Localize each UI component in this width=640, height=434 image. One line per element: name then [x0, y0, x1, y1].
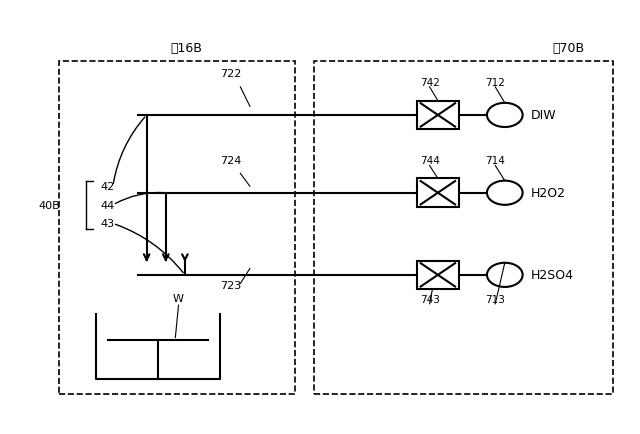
Text: 43: 43 — [100, 219, 115, 229]
Text: H2O2: H2O2 — [531, 187, 565, 200]
Bar — [417, 102, 459, 130]
Bar — [417, 179, 459, 207]
Text: 743: 743 — [420, 294, 440, 304]
Text: 44: 44 — [100, 201, 115, 210]
Bar — [314, 62, 613, 394]
Text: 42: 42 — [100, 182, 115, 192]
Text: 724: 724 — [220, 156, 241, 166]
Text: 723: 723 — [220, 280, 241, 290]
Text: 742: 742 — [420, 78, 440, 88]
Text: 713: 713 — [485, 294, 505, 304]
Text: W: W — [173, 293, 184, 303]
Bar — [59, 62, 294, 394]
Text: 。70B: 。70B — [552, 43, 585, 55]
Bar — [417, 261, 459, 289]
Text: 722: 722 — [220, 69, 241, 79]
Text: H2SO4: H2SO4 — [531, 269, 573, 282]
Text: 。16B: 。16B — [170, 43, 202, 55]
Text: 712: 712 — [485, 78, 505, 88]
Text: 744: 744 — [420, 156, 440, 166]
Text: 40B: 40B — [39, 201, 61, 210]
Text: DIW: DIW — [531, 109, 556, 122]
Text: 714: 714 — [485, 156, 505, 166]
